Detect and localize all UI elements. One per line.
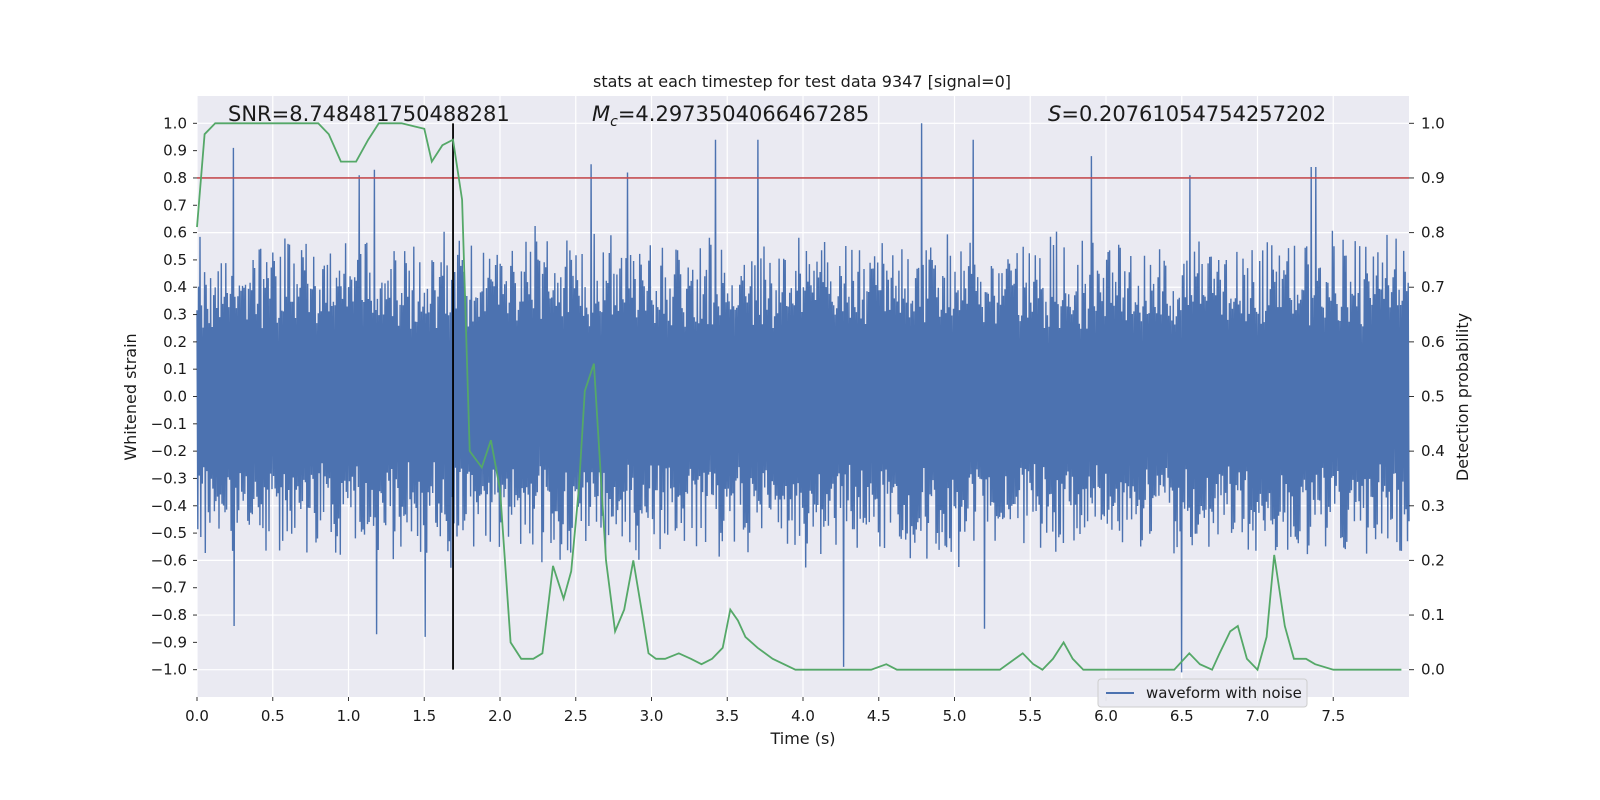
s-value: =0.20761054754257202 — [1061, 102, 1326, 126]
detection-probability-series — [196, 122, 1402, 672]
y-tick-label-4: 0.6 — [163, 224, 187, 242]
y-tick-label-7: 0.3 — [163, 306, 187, 324]
x-axis-label: Time (s) — [769, 729, 835, 748]
y-tick-label-2: 0.8 — [163, 169, 187, 187]
y-tick-label-14: −0.4 — [151, 497, 187, 515]
chirp-mass-symbol: M — [592, 102, 610, 126]
x-tick-label-7: 3.5 — [715, 707, 739, 725]
x-tick-label-15: 7.5 — [1321, 707, 1345, 725]
chart-title: stats at each timestep for test data 934… — [593, 72, 1011, 91]
right-y-tick-label-10: 0.0 — [1421, 661, 1445, 679]
chirp-mass-annotation: Mc=4.2973504066467285 — [592, 102, 869, 130]
x-tick-label-0: 0.0 — [185, 707, 209, 725]
y-tick-label-17: −0.7 — [151, 579, 187, 597]
y-tick-label-20: −1.0 — [151, 661, 187, 679]
y-tick-label-9: 0.1 — [163, 360, 187, 378]
y-tick-label-10: 0.0 — [163, 388, 187, 406]
x-tick-label-13: 6.5 — [1170, 707, 1194, 725]
right-y-tick-label-9: 0.1 — [1421, 606, 1445, 624]
legend: waveform with noise — [1097, 678, 1308, 708]
s-symbol: S — [1048, 102, 1061, 126]
x-tick-label-1: 0.5 — [261, 707, 285, 725]
chirp-mass-subscript: c — [610, 114, 618, 130]
y-tick-label-13: −0.3 — [151, 469, 187, 487]
y-tick-label-1: 0.9 — [163, 142, 187, 160]
y-tick-label-3: 0.7 — [163, 196, 187, 214]
x-tick-label-14: 7.0 — [1246, 707, 1270, 725]
y-tick-label-5: 0.5 — [163, 251, 187, 269]
chirp-mass-value: =4.2973504066467285 — [618, 102, 869, 126]
x-tick-label-9: 4.5 — [867, 707, 891, 725]
y-tick-label-8: 0.2 — [163, 333, 187, 351]
s-annotation: S=0.20761054754257202 — [1048, 102, 1326, 126]
right-y-tick-label-2: 0.8 — [1421, 224, 1445, 242]
x-tick-label-5: 2.5 — [564, 707, 588, 725]
right-y-tick-label-0: 1.0 — [1421, 114, 1445, 132]
right-y-tick-label-6: 0.4 — [1421, 442, 1445, 460]
x-tick-label-6: 3.0 — [640, 707, 664, 725]
legend-entry-waveform: waveform with noise — [1146, 684, 1302, 702]
y-tick-label-12: −0.2 — [151, 442, 187, 460]
right-y-axis-label: Detection probability — [1453, 313, 1472, 481]
y-tick-label-15: −0.5 — [151, 524, 187, 542]
x-tick-label-4: 2.0 — [488, 707, 512, 725]
right-y-axis-ticks: 1.0 0.9 0.8 0.7 0.6 0.5 0.4 0.3 0.2 0.1 0.0 — [1409, 114, 1445, 679]
x-tick-label-3: 1.5 — [412, 707, 436, 725]
right-y-tick-label-3: 0.7 — [1421, 278, 1445, 296]
left-y-axis-ticks: 1.0 0.9 0.8 0.7 0.6 0.5 0.4 0.3 0.2 0.1 0.0 −0.1 −0.… — [151, 114, 197, 679]
y-tick-label-6: 0.4 — [163, 278, 187, 296]
right-y-tick-label-5: 0.5 — [1421, 388, 1445, 406]
x-tick-label-2: 1.0 — [337, 707, 361, 725]
x-tick-label-12: 6.0 — [1094, 707, 1118, 725]
waveform-series — [196, 123, 1410, 673]
x-axis-ticks: 0.0 0.5 1.0 1.5 2.0 2.5 3.0 3.5 4.0 4.5 5.0 5.5 6.0 6… — [185, 697, 1345, 725]
x-tick-label-8: 4.0 — [791, 707, 815, 725]
snr-annotation: SNR=8.748481750488281 — [228, 102, 510, 126]
waveform-line — [196, 123, 1410, 673]
y-tick-label-19: −0.9 — [151, 633, 187, 651]
y-tick-label-16: −0.6 — [151, 551, 187, 569]
right-y-tick-label-4: 0.6 — [1421, 333, 1445, 351]
x-tick-label-10: 5.0 — [943, 707, 967, 725]
y-tick-label-11: −0.1 — [151, 415, 187, 433]
x-tick-label-11: 5.5 — [1018, 707, 1042, 725]
y-tick-label-0: 1.0 — [163, 114, 187, 132]
right-y-tick-label-1: 0.9 — [1421, 169, 1445, 187]
right-y-tick-label-8: 0.2 — [1421, 551, 1445, 569]
y-tick-label-18: −0.8 — [151, 606, 187, 624]
right-y-tick-label-7: 0.3 — [1421, 497, 1445, 515]
left-y-axis-label: Whitened strain — [121, 333, 140, 460]
